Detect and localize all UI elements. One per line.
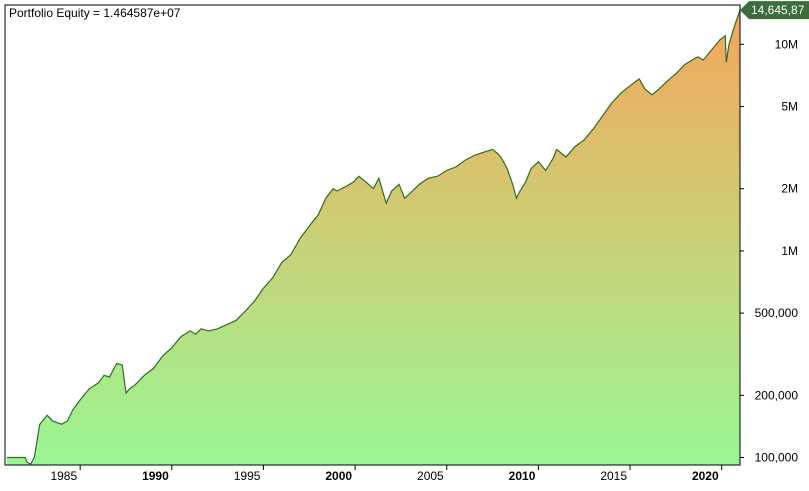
x-tick-label: 2005 <box>417 469 444 483</box>
x-tick-label: 1990 <box>142 469 169 483</box>
x-tick-label: 1985 <box>50 469 77 483</box>
chart-title: Portfolio Equity = 1.464587e+07 <box>9 6 181 20</box>
y-tick-label: 10M <box>775 37 798 51</box>
equity-line <box>6 9 741 465</box>
x-tick-label: 2010 <box>509 469 536 483</box>
y-tick-label: 2M <box>781 182 798 196</box>
x-tick-label: 2015 <box>600 469 627 483</box>
last-value-label: 14,645,87 <box>751 3 805 17</box>
y-tick-label: 100,000 <box>755 451 799 465</box>
y-tick-label: 500,000 <box>755 306 799 320</box>
plot-frame <box>4 4 741 466</box>
x-tick-label: 2020 <box>692 469 719 483</box>
equity-area <box>6 10 741 465</box>
y-tick-label: 200,000 <box>755 388 799 402</box>
last-value-tag <box>740 1 809 20</box>
x-tick-label: 1995 <box>234 469 261 483</box>
x-tick-label: 2000 <box>325 469 352 483</box>
y-tick-label: 1M <box>781 244 798 258</box>
y-tick-label: 5M <box>781 100 798 114</box>
